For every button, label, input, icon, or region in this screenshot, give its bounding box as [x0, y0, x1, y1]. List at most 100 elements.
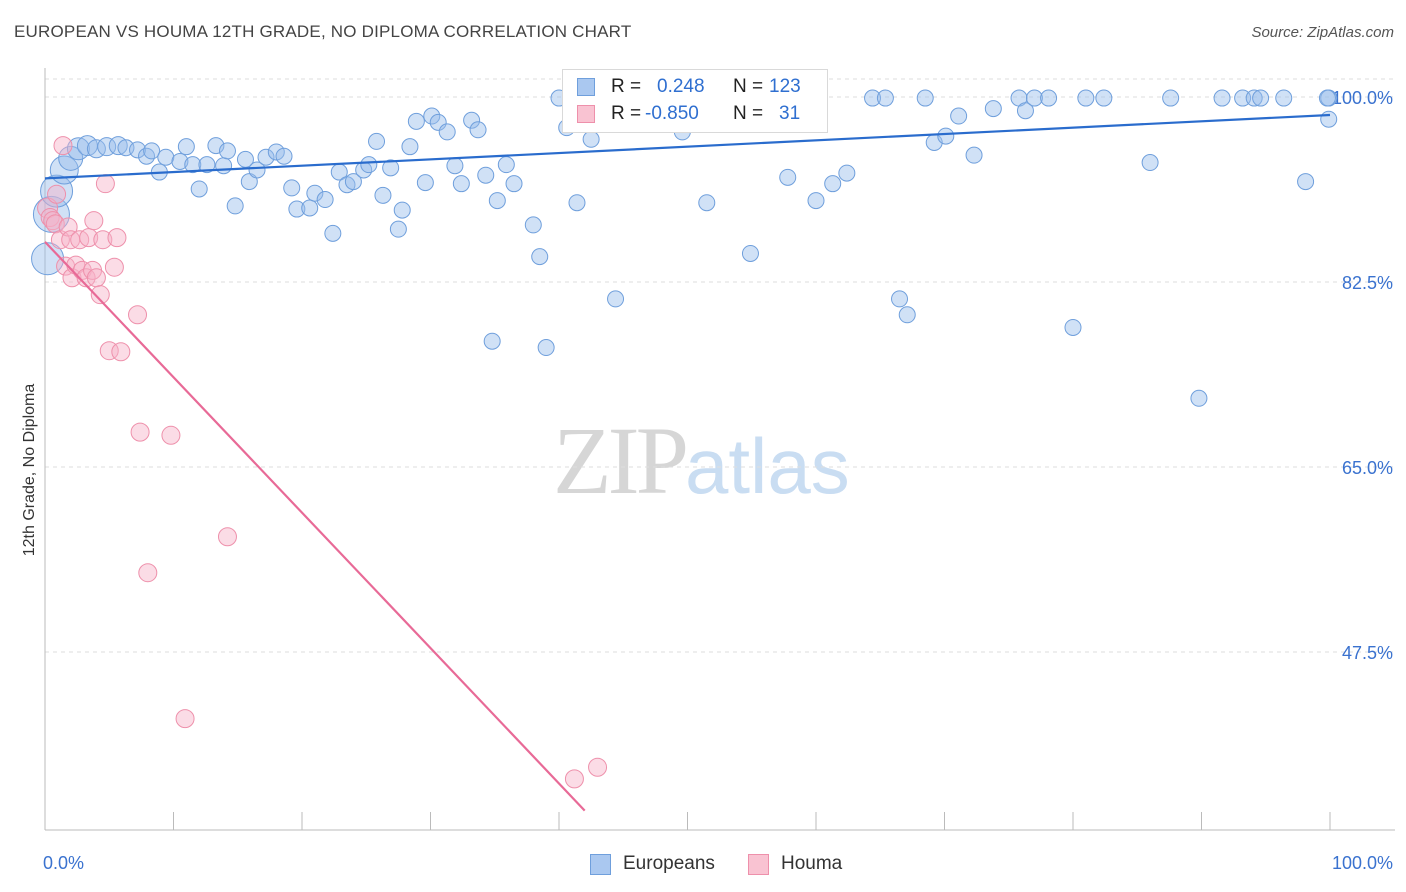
europeans-point	[824, 175, 842, 193]
houma-point	[53, 136, 73, 156]
europeans-point	[1234, 89, 1252, 107]
europeans-point	[257, 148, 275, 166]
europeans-point	[1025, 89, 1043, 107]
europeans-point	[138, 147, 156, 165]
europeans-point	[1297, 173, 1315, 191]
europeans-point	[1318, 89, 1336, 107]
legend-row-houma: R = -0.850 N = 31	[563, 100, 827, 128]
europeans-point	[306, 184, 324, 202]
europeans-point	[469, 121, 487, 139]
europeans-point	[143, 142, 161, 160]
europeans-point	[171, 152, 189, 170]
houma-point	[93, 230, 113, 250]
europeans-point	[1213, 89, 1231, 107]
europeans-point	[965, 146, 983, 164]
houma-point	[107, 228, 127, 248]
europeans-point	[184, 156, 202, 174]
houma-point	[95, 174, 115, 194]
n-label: N =	[733, 103, 764, 124]
europeans-point	[218, 142, 236, 160]
europeans-point	[698, 194, 716, 212]
europeans-point	[876, 89, 894, 107]
houma-point	[175, 709, 195, 729]
europeans-point	[607, 290, 625, 308]
europeans-point	[524, 216, 542, 234]
europeans-point	[568, 194, 586, 212]
source-label: Source: ZipAtlas.com	[1251, 24, 1394, 41]
europeans-point	[950, 107, 968, 125]
europeans-point	[1320, 110, 1338, 128]
houma-swatch	[577, 105, 595, 123]
watermark: ZIPatlas	[553, 405, 850, 516]
europeans-swatch	[577, 78, 595, 96]
watermark-atlas: atlas	[685, 422, 850, 510]
europeans-legend-label: Europeans	[623, 853, 715, 874]
houma-point	[161, 425, 181, 445]
europeans-point	[31, 242, 65, 276]
europeans-point	[864, 89, 882, 107]
europeans-point	[1275, 89, 1293, 107]
europeans-point	[505, 175, 523, 193]
europeans-point	[429, 113, 447, 131]
europeans-point	[236, 150, 254, 168]
y-tick-label: 47.5%	[1342, 643, 1393, 663]
europeans-point	[382, 159, 400, 177]
europeans-point	[267, 143, 285, 161]
y-tick-label: 100.0%	[1332, 88, 1393, 108]
europeans-point	[741, 244, 759, 262]
europeans-point	[483, 332, 501, 350]
europeans-legend-swatch	[590, 854, 611, 875]
europeans-point	[488, 192, 506, 210]
europeans-point	[316, 191, 334, 209]
houma-legend-swatch	[748, 854, 769, 875]
europeans-point	[1245, 89, 1263, 107]
europeans-point	[891, 290, 909, 308]
europeans-point	[1162, 89, 1180, 107]
houma-point	[217, 527, 237, 547]
houma-legend-label: Houma	[781, 853, 843, 874]
europeans-point	[937, 127, 955, 145]
x-tick-label: 100.0%	[1332, 853, 1393, 873]
y-tick-label: 65.0%	[1342, 458, 1393, 478]
europeans-point	[368, 132, 386, 150]
europeans-trend-line	[44, 113, 1331, 180]
houma-point	[138, 563, 158, 583]
europeans-r-value: 0.248	[657, 76, 705, 97]
europeans-point	[582, 130, 600, 148]
europeans-point	[1064, 318, 1082, 336]
houma-point	[84, 211, 104, 231]
europeans-point	[531, 248, 549, 266]
europeans-point	[177, 138, 195, 156]
stats-legend: R = 0.248 N = 123 R = -0.850 N = 31	[562, 69, 828, 133]
r-label: R =	[611, 76, 642, 97]
europeans-point	[1252, 89, 1270, 107]
houma-point	[76, 268, 96, 288]
europeans-point	[916, 89, 934, 107]
europeans-point	[215, 157, 233, 175]
europeans-point	[344, 173, 362, 191]
europeans-point	[226, 197, 244, 215]
houma-point	[90, 285, 110, 305]
houma-point	[130, 422, 150, 442]
houma-point	[47, 184, 67, 204]
europeans-point	[537, 339, 555, 357]
europeans-point	[190, 180, 208, 198]
houma-point	[128, 305, 148, 325]
legend-row-europeans: R = 0.248 N = 123	[563, 73, 827, 101]
europeans-point	[393, 201, 411, 219]
watermark-zip: ZIP	[553, 407, 689, 514]
houma-point	[564, 769, 584, 789]
y-tick-label: 82.5%	[1342, 273, 1393, 293]
europeans-point	[129, 141, 147, 159]
europeans-point	[1095, 89, 1113, 107]
houma-trend-line	[44, 241, 586, 812]
europeans-point	[416, 174, 434, 192]
europeans-point	[248, 161, 266, 179]
europeans-point	[438, 123, 456, 141]
europeans-point	[463, 111, 481, 129]
europeans-point	[898, 306, 916, 324]
europeans-point	[452, 175, 470, 193]
houma-point	[40, 208, 60, 228]
x-tick-label: 0.0%	[43, 853, 84, 873]
europeans-point	[283, 179, 301, 197]
